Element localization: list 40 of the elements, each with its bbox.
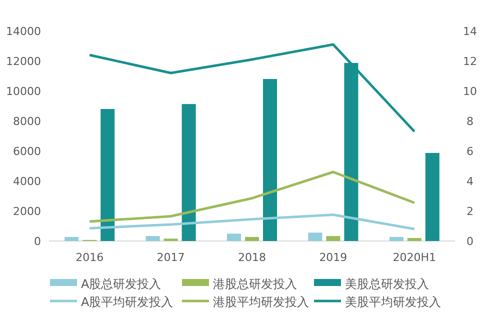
x-tick-label: 2018 xyxy=(238,251,266,264)
bar xyxy=(182,104,196,241)
bar xyxy=(146,236,160,241)
y-tick-label: 4000 xyxy=(13,175,41,188)
x-tick-label: 2020H1 xyxy=(392,251,436,264)
y-tick-label: 0 xyxy=(34,235,41,248)
y-tick-label: 12000 xyxy=(6,55,41,68)
bar xyxy=(308,232,322,241)
legend-label: 港股总研发投入 xyxy=(213,277,297,291)
legend-label: A股总研发投入 xyxy=(81,277,162,291)
y2-tick-label: 0 xyxy=(466,235,474,248)
x-tick-label: 2017 xyxy=(156,251,185,264)
y-tick-label: 8000 xyxy=(13,115,41,128)
bar xyxy=(389,236,404,241)
legend-label: A股平均研发投入 xyxy=(81,295,174,309)
bar xyxy=(100,109,115,241)
y2-tick-label: 14 xyxy=(463,25,477,38)
x-tick-label: 2019 xyxy=(319,251,348,264)
bar xyxy=(425,152,440,241)
x-tick-label: 2016 xyxy=(76,251,104,264)
bar xyxy=(227,234,241,241)
y2-tick-label: 12 xyxy=(463,55,477,68)
y-tick-label: 10000 xyxy=(6,85,41,98)
bar xyxy=(326,236,340,241)
y2-tick-label: 4 xyxy=(466,175,474,188)
bar xyxy=(64,236,79,241)
bar xyxy=(245,236,259,241)
y2-tick-label: 2 xyxy=(466,205,474,218)
bar xyxy=(263,79,277,241)
legend-label: 港股平均研发投入 xyxy=(213,295,309,309)
y2-tick-label: 10 xyxy=(463,85,477,98)
legend-label: 美股总研发投入 xyxy=(345,277,429,291)
y-tick-label: 6000 xyxy=(13,145,41,158)
legend-label: 美股平均研发投入 xyxy=(345,295,441,309)
y2-tick-label: 6 xyxy=(466,145,474,158)
bar xyxy=(407,238,422,241)
bar xyxy=(344,62,358,241)
y2-tick-label: 8 xyxy=(466,115,474,128)
y-tick-label: 14000 xyxy=(6,25,41,38)
y-tick-label: 2000 xyxy=(13,205,41,218)
